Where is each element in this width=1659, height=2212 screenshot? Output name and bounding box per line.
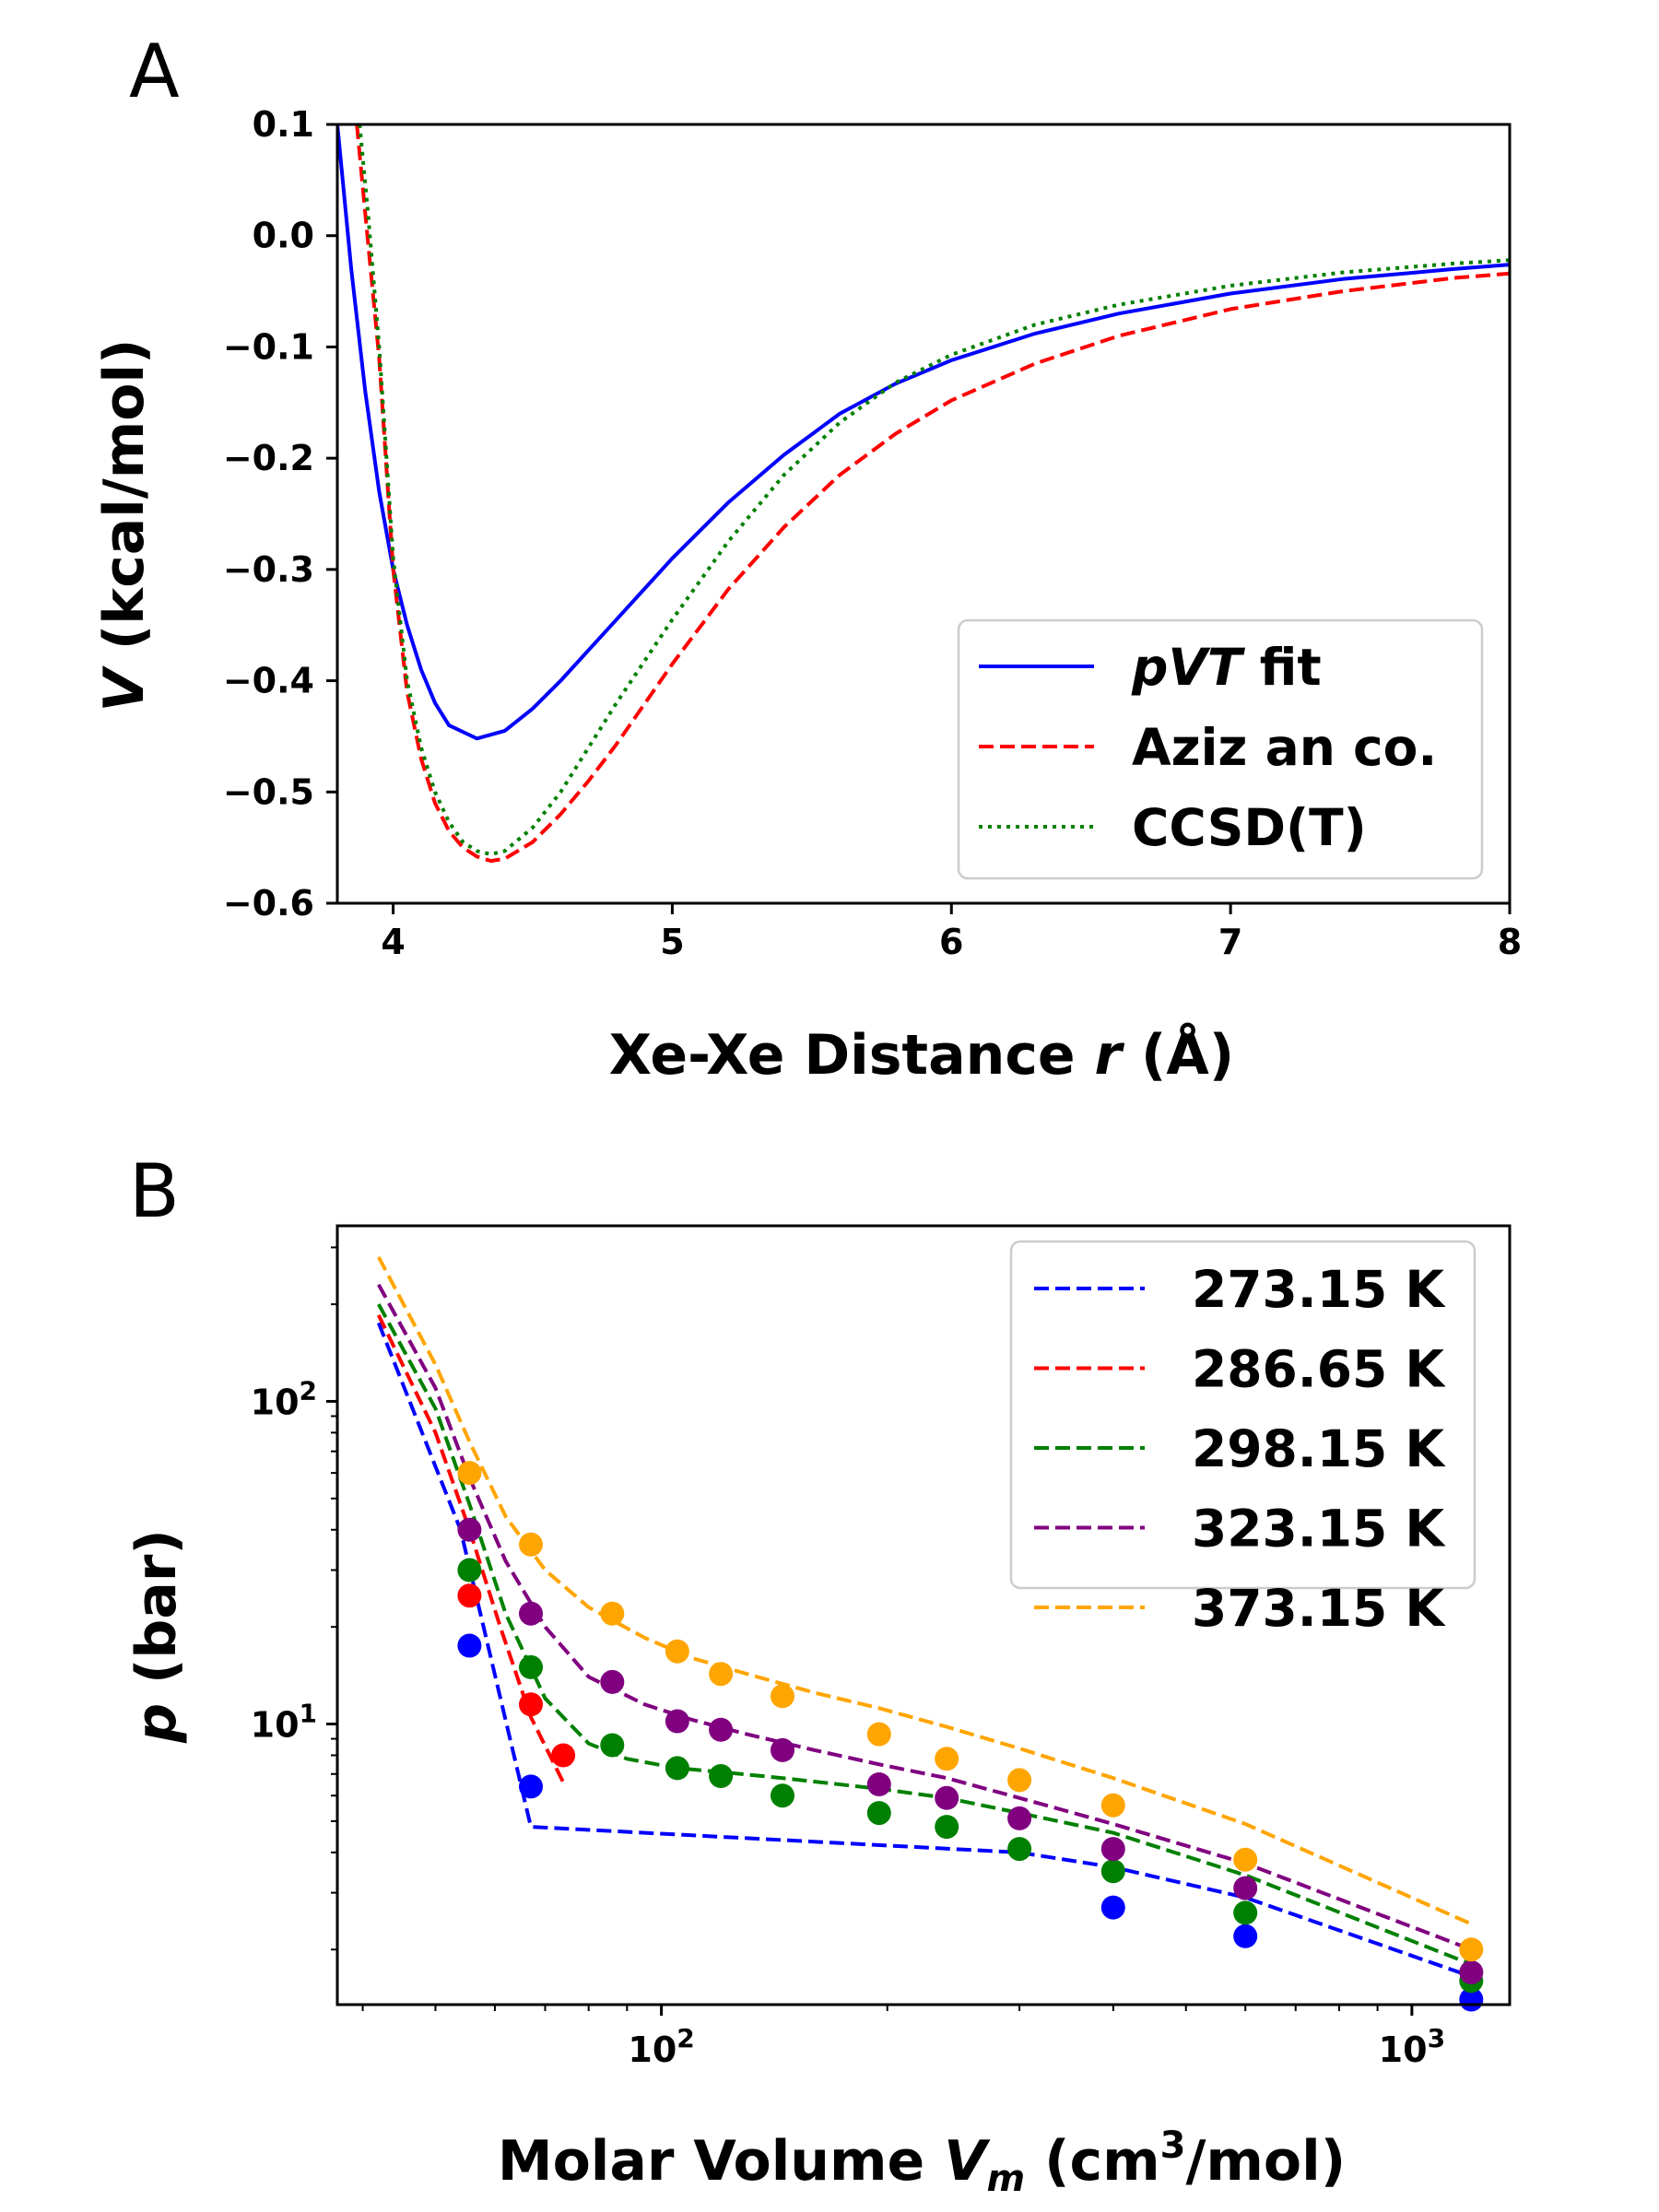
series-b-298-15-k-point [600, 1733, 625, 1758]
series-b-286-65-k-point [457, 1583, 482, 1608]
series-b-298-15-k-point [519, 1654, 543, 1679]
series-b-298-15-k-line [377, 1303, 1473, 1967]
panel-a-y-tick-label: −0.1 [223, 326, 314, 367]
series-b-373-15-k-point [1459, 1937, 1484, 1962]
series-b-298-15-k-point [935, 1815, 959, 1840]
panel-b-y-tick-label: 101 [251, 1699, 317, 1746]
series-b-323-15-k-point [935, 1785, 959, 1810]
panel-a-ticks: 4 5 6 7 8 0.1 0.0 −0.1 −0.2 −0.3 −0.4 −0.5 −0.6 [223, 104, 1522, 962]
panel-b-y-tick-label: 102 [251, 1375, 317, 1422]
series-b-373-15-k-point [1007, 1768, 1032, 1793]
series-b-373-15-k-point [600, 1601, 625, 1626]
series-b-373-15-k-point [1100, 1793, 1125, 1818]
panel-a-chart: 4 5 6 7 8 0.1 0.0 −0.1 −0.2 −0.3 −0.4 −0.5 −0.6 Xe-X… [92, 104, 1522, 1088]
series-b-373-15-k-point [665, 1639, 689, 1664]
panel-b-ticks: 102 103 101 102 [251, 1246, 1445, 2070]
series-b-298-15-k-point [665, 1756, 689, 1781]
series-b-298-15-k-point [1233, 1900, 1258, 1925]
legend-a-pvt-fit-label: pVT fit [1131, 638, 1322, 697]
legend-a-aziz-label: Aziz an co. [1132, 718, 1437, 777]
series-b-323-15-k-point [1233, 1876, 1258, 1900]
legend-b-373-15-k-label: 373.15 K [1192, 1579, 1446, 1638]
series-b-323-15-k-line [377, 1283, 1473, 1952]
panel-a-x-tick-label: 8 [1498, 922, 1522, 962]
panel-a-y-axis-title: V (kcal/mol) [92, 339, 157, 712]
series-b-373-15-k-point [771, 1684, 794, 1709]
series-b-323-15-k-point [771, 1737, 794, 1762]
series-b-298-15-k-point [771, 1783, 794, 1808]
series-b-373-15-k-point [457, 1461, 482, 1486]
panel-a-y-tick-label: −0.4 [223, 661, 314, 701]
series-a-ccsd-t-line [358, 124, 1510, 856]
series-b-323-15-k-point [866, 1772, 891, 1796]
panel-a-y-tick-label: 0.1 [253, 104, 314, 145]
panel-b-legend-box [1009, 1240, 1477, 1590]
panel-label-a: A [129, 29, 180, 114]
panel-b-series-group [376, 1255, 1484, 2012]
series-b-373-15-k-point [519, 1532, 543, 1557]
series-b-323-15-k-point [600, 1669, 625, 1694]
series-b-286-65-k-line [376, 1314, 565, 1783]
series-b-373-15-k-point [866, 1722, 891, 1747]
series-b-298-15-k-point [1100, 1859, 1125, 1884]
series-b-286-65-k-point [519, 1692, 543, 1717]
series-b-373-15-k-point [1233, 1847, 1258, 1872]
series-b-373-15-k-point [935, 1747, 959, 1771]
series-b-273-15-k-point [1100, 1895, 1125, 1920]
panel-a-legend: pVT fit Aziz an co. CCSD(T) [957, 618, 1484, 880]
series-b-323-15-k-point [665, 1709, 689, 1734]
panel-label-b: B [129, 1148, 180, 1234]
series-b-323-15-k-point [519, 1601, 543, 1626]
series-b-373-15-k-point [709, 1662, 734, 1687]
panel-b-legend: 273.15 K 286.65 K 298.15 K 323.15 K 373.15 K [1009, 1240, 1477, 1638]
panel-a-y-tick-label: −0.3 [223, 549, 314, 590]
panel-b-x-tick-label: 102 [628, 2023, 694, 2070]
panel-a-x-axis-title: Xe-Xe Distance r (Å) [609, 1022, 1234, 1088]
series-b-323-15-k-point [1459, 1960, 1484, 1984]
panel-b-x-tick-label: 103 [1379, 2023, 1445, 2070]
series-b-323-15-k-point [709, 1717, 734, 1742]
panel-b-frame [335, 1224, 1512, 2006]
panel-a-series-group [337, 124, 1510, 864]
panel-a-x-tick-label: 4 [381, 922, 405, 962]
legend-b-286-65-k-label: 286.65 K [1192, 1340, 1446, 1399]
panel-a-y-tick-label: 0.0 [253, 216, 314, 256]
series-b-323-15-k-point [1007, 1806, 1032, 1830]
panel-a-frame [335, 123, 1512, 905]
legend-b-323-15-k-label: 323.15 K [1192, 1500, 1446, 1559]
legend-a-ccsdt-label: CCSD(T) [1132, 798, 1367, 857]
panel-b-y-axis-title: p (bar) [124, 1529, 189, 1744]
panel-a-x-tick-label: 6 [939, 922, 963, 962]
panel-b-x-axis-title: Molar Volume Vm (cm3/mol) [498, 2124, 1346, 2200]
series-b-298-15-k-point [866, 1801, 891, 1826]
panel-a-y-tick-label: −0.6 [223, 883, 314, 924]
series-b-298-15-k-point [457, 1558, 482, 1583]
series-b-323-15-k-point [1100, 1837, 1125, 1862]
series-b-273-15-k-point [457, 1633, 482, 1658]
panel-b-chart: 102 103 101 102 Molar Volume Vm (cm3/mol) p… [124, 1224, 1512, 2200]
series-b-323-15-k-point [457, 1517, 482, 1542]
series-b-298-15-k-point [1007, 1837, 1032, 1862]
series-a-aziz-an-co-line [355, 124, 1510, 864]
legend-b-273-15-k-label: 273.15 K [1192, 1260, 1446, 1319]
panel-a-y-tick-label: −0.2 [223, 438, 314, 478]
panel-a-x-tick-label: 5 [660, 922, 684, 962]
legend-b-298-15-k-label: 298.15 K [1192, 1419, 1446, 1478]
panel-a-y-tick-label: −0.5 [223, 771, 314, 812]
series-b-273-15-k-point [1233, 1924, 1258, 1948]
series-b-298-15-k-point [709, 1764, 734, 1788]
series-b-273-15-k-point [519, 1774, 543, 1799]
panel-a-x-tick-label: 7 [1218, 922, 1242, 962]
panel-a-legend-box [957, 618, 1484, 880]
series-b-286-65-k-point [551, 1743, 576, 1768]
